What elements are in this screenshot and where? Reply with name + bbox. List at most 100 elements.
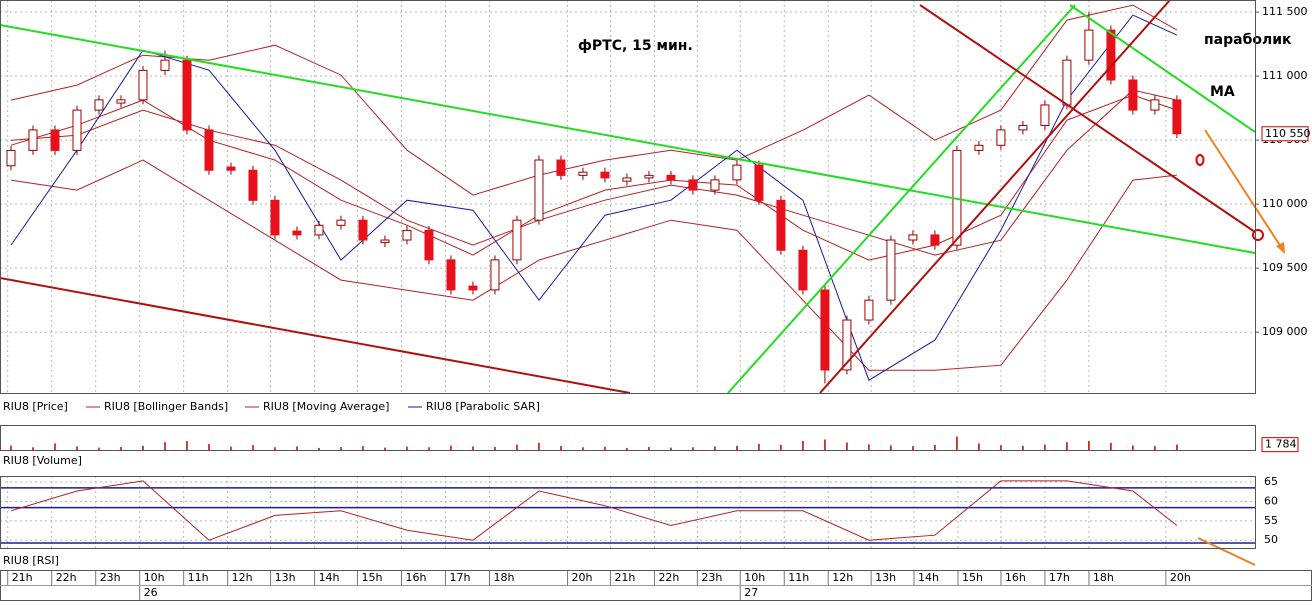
rsi-line [10,480,1178,541]
y-tick-label: 55 [1264,514,1278,527]
last-volume-box [1261,437,1299,453]
forecast-arrow [1204,129,1284,251]
x-tick-label: 15h [962,571,983,584]
candle-body [1062,59,1072,106]
candle-body [578,171,588,176]
candle-body [688,179,698,191]
x-tick-label: 20h [572,571,593,584]
candle-body [754,164,764,201]
candle-body [116,99,126,104]
legend-label: RIU8 [Bollinger Bands] [104,400,228,413]
candle-body [886,239,896,301]
candle-body [842,319,852,371]
candle-body [248,169,258,201]
marks-layer [0,4,1255,544]
x-tick-label: 12h [232,571,253,584]
legend-label: RIU8 [Parabolic SAR] [426,400,540,413]
candle-body [732,164,742,181]
x-tick-label: 15h [361,571,382,584]
trend-line [819,0,1171,394]
x-tick-label: 17h [1049,571,1070,584]
x-tick-label: 13h [275,571,296,584]
y-tick-label: 110 000 [1262,197,1308,210]
y-tick-label: 111 000 [1262,69,1308,82]
candle-body [820,289,830,371]
x-tick-label: 18h [493,571,514,584]
x-tick-label: 23h [701,571,722,584]
candle-body [710,179,720,191]
parabolic-sar [10,14,1178,381]
arrow-head [1276,242,1285,254]
candle-body [534,159,544,221]
candle-body [622,177,632,182]
target-circle [1252,229,1264,241]
candle-body [1084,29,1094,61]
y-tick-label: 111 500 [1262,5,1308,18]
marker [1195,154,1205,166]
candle-body [864,299,874,321]
y-tick-label: 50 [1264,533,1278,546]
trend-line [0,24,1256,254]
candle-body [380,239,390,244]
x-tick-label: 23h [100,571,121,584]
candle-body [930,234,940,246]
legend-label: RIU8 [Moving Average] [263,400,389,413]
candle-body [72,109,82,151]
x-tick-label: 11h [788,571,809,584]
y-tick-label: 109 500 [1262,261,1308,274]
last-volume-label: 1 784 [1265,438,1297,451]
x-tick-label: 11h [188,571,209,584]
candle-body [6,149,16,167]
candle-body [270,199,280,236]
last-price-box [1261,126,1309,142]
annotation: параболик [1204,32,1292,48]
candle-body [424,229,434,261]
x-tick-label: 20h [1170,571,1191,584]
candle-body [1150,99,1160,111]
candle-body [512,219,522,261]
x-tick-label: 17h [449,571,470,584]
candle-body [776,199,786,251]
x-tick-label: 21h [12,571,33,584]
x-tick-label: 12h [832,571,853,584]
date-label: 26 [144,586,158,599]
candle-body [996,129,1006,146]
candle-body [446,259,456,291]
candle-body [666,174,676,181]
panel-frame [0,425,1256,451]
candle-body [402,229,412,241]
candle-body [204,129,214,171]
candle-body [490,259,500,291]
trend-lines [0,0,1285,566]
x-tick-label: 21h [614,571,635,584]
candle-body [292,230,302,236]
annotation: MA [1210,84,1235,100]
candle-body [160,59,170,71]
candle-body [1172,99,1182,135]
candle-body [1128,79,1138,111]
y-tick-label: 65 [1264,475,1278,488]
candle-body [50,129,60,151]
panel-frame [0,476,1256,549]
y-tick-label: 109 000 [1262,325,1308,338]
candle-body [1018,124,1028,131]
trend-line [919,4,1256,233]
candle-body [600,171,610,179]
candle-body [182,59,192,131]
panel-frame [0,0,1256,394]
x-tick-label: 18h [1093,571,1114,584]
candle-body [556,159,566,176]
candle-body [908,234,918,241]
x-tick-label: 14h [918,571,939,584]
trend-line [0,277,631,394]
candle-body [644,174,654,179]
candle-body [798,249,808,291]
candle-body [1040,104,1050,126]
x-tick-label: 22h [56,571,77,584]
date-label: 27 [744,586,758,599]
trend-line [1069,4,1256,133]
x-tick-label: 16h [1005,571,1026,584]
candle-body [314,224,324,236]
panel-label: RIU8 [RSI] [3,554,59,567]
